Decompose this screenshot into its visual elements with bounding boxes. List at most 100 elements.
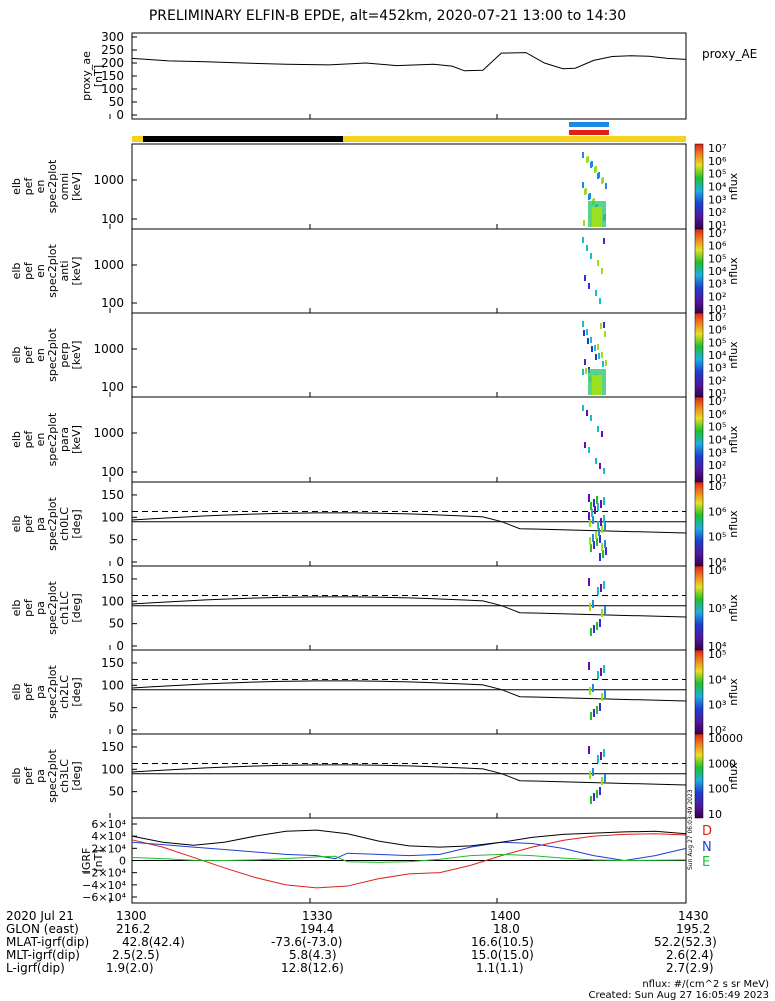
colorbar-label: nflux: [727, 594, 740, 622]
spectrogram-pixel: [600, 323, 602, 329]
colorbar-label: nflux: [727, 762, 740, 790]
ylabel-text: elb: [10, 263, 23, 280]
colorbar: [694, 649, 704, 735]
ylabel-text: pef: [22, 261, 35, 280]
pa-spectrogram-pixel: [599, 703, 601, 711]
colorbar-label: nflux: [727, 425, 740, 453]
footer-label: L-igrf(dip): [6, 961, 65, 975]
ylabel-text: ch0LC: [58, 507, 71, 541]
pa-spectrogram-pixel: [604, 540, 606, 548]
pa-spectrogram-pixel: [603, 581, 605, 589]
ytick-label: 1000: [93, 426, 124, 440]
pa-spectrogram-pixel: [592, 534, 594, 542]
pa-spectrogram-pixel: [589, 603, 591, 611]
pa-spectrogram-pixel: [601, 609, 603, 617]
ylabel-group: elb pef pa spec2plot ch0LC [deg]: [10, 497, 83, 551]
series-igrf-e: [131, 853, 687, 863]
footer-value: 1400: [490, 909, 521, 923]
spectrogram-pixel: [582, 321, 584, 327]
ytick-label: 50: [109, 701, 124, 715]
ylabel-text: [keV]: [70, 257, 83, 286]
spectrogram-pixel: [583, 220, 585, 226]
colorbar-tick-label: 10¹: [708, 387, 726, 400]
ylabel-group: IGRF [nT]: [80, 848, 105, 874]
pa-spectrogram-pixel: [604, 690, 606, 698]
footer-row-time: 2020 Jul 21 1300 1330 1400 1430: [6, 909, 766, 923]
colorbar-tick-label: 10⁵: [708, 168, 726, 181]
spectrogram-pixel: [599, 298, 601, 304]
colorbar-tick-label: 10⁴: [708, 181, 727, 194]
ylabel-text: para: [58, 427, 71, 452]
ylabel-text: [keV]: [70, 172, 83, 201]
ytick-label: 6×10⁴: [91, 818, 126, 831]
pa-spectrogram-pixel: [588, 494, 590, 502]
ytick-label: 100: [101, 82, 124, 96]
ytick-label: 50: [109, 95, 124, 109]
spectrogram-pixel: [587, 156, 589, 162]
spectrogram-pixel: [601, 431, 603, 437]
footer-value: 5.8(4.3): [289, 948, 337, 962]
spectrogram-pixel: [582, 152, 584, 158]
colorbar-label: nflux: [727, 678, 740, 706]
pa-spectrogram-pixel: [590, 628, 592, 636]
ytick-label: 0: [119, 855, 126, 868]
spectrogram-pixel: [597, 344, 599, 350]
pa-spectrogram-pixel: [603, 749, 605, 757]
ylabel-text: elb: [10, 600, 23, 617]
pa-spectrogram-pixel: [600, 584, 602, 592]
footer-value: 2.7(2.9): [666, 961, 714, 975]
ylabel-text: pa: [34, 685, 47, 699]
ylabel-text: pa: [34, 517, 47, 531]
colorbar-label: nflux: [727, 172, 740, 200]
footer-value: 42.8(42.4): [122, 935, 185, 949]
ylabel-text: en: [34, 264, 47, 278]
ylabel-text: [nT]: [92, 65, 105, 87]
panel-frame: [131, 565, 687, 651]
colorbar-tick-label: 10: [708, 808, 722, 821]
pa-spectrogram-pixel: [595, 531, 597, 539]
ylabel-text: [deg]: [70, 593, 83, 622]
spectrogram-pixel: [595, 166, 597, 172]
spectrogram-pixel: [603, 468, 605, 474]
pa-spectrogram-pixel: [589, 537, 591, 545]
ytick-label: 250: [101, 43, 124, 57]
spectrogram-pixel: [587, 338, 589, 344]
footer-value: 18.0: [493, 922, 520, 936]
ylabel-text: pef: [22, 430, 35, 449]
units-note: nflux: #/(cm^2 s sr MeV): [642, 979, 769, 990]
ylabel-text: omni: [58, 173, 71, 200]
colorbar-tick-label: 10²: [708, 290, 726, 303]
ylabel-text: spec2plot: [46, 412, 59, 466]
spectrogram-pixel: [595, 290, 597, 296]
ytick-label: −6×10⁴: [82, 891, 126, 904]
spectrogram-pixel: [588, 283, 590, 289]
ytick-label: 0: [116, 639, 124, 653]
ytick-label: 100: [101, 380, 124, 394]
colorbar-tick-label: 10⁵: [708, 531, 726, 544]
ylabel-text: elb: [10, 431, 23, 448]
pa-spectrogram-pixel: [603, 515, 605, 523]
colorbar: [694, 565, 704, 651]
spectrogram-pixel: [602, 177, 604, 183]
spectrogram-pixel: [584, 359, 586, 365]
spectrogram-pixel: [602, 361, 604, 367]
pitch-angle-curve: [131, 680, 687, 702]
pa-spectrogram-pixel: [593, 499, 595, 507]
footer-value: 1.1(1.1): [476, 961, 524, 975]
colorbar: [694, 228, 704, 314]
ylabel-text: pef: [22, 177, 35, 196]
pa-spectrogram-pixel: [599, 619, 601, 627]
spectrogram-pixel: [582, 182, 584, 188]
pa-spectrogram-pixel: [603, 497, 605, 505]
pa-spectrogram-pixel: [604, 606, 606, 614]
spectrogram-pixel: [597, 426, 599, 432]
ytick-label: 300: [101, 30, 124, 44]
footer-value: 16.6(10.5): [471, 935, 534, 949]
spectrogram-pixel: [598, 172, 600, 178]
panel-frame: [131, 396, 687, 483]
pitch-angle-curve: [131, 764, 687, 786]
ytick-label: 200: [101, 56, 124, 70]
colorbar-tick-label: 10²: [708, 206, 726, 219]
ytick-label: 150: [101, 69, 124, 83]
spectrogram-pixel: [585, 368, 587, 374]
